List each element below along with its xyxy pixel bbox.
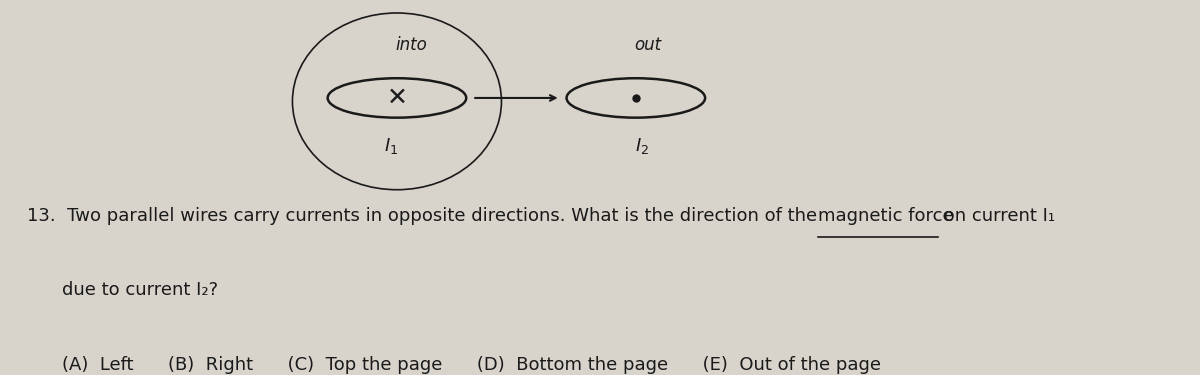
Text: due to current I₂?: due to current I₂? xyxy=(62,282,218,300)
Text: $I_2$: $I_2$ xyxy=(635,136,649,156)
Text: 13.  Two parallel wires carry currents in opposite directions. What is the direc: 13. Two parallel wires carry currents in… xyxy=(26,207,822,225)
Text: out: out xyxy=(635,36,661,54)
Text: magnetic force: magnetic force xyxy=(818,207,954,225)
Text: $I_1$: $I_1$ xyxy=(384,136,398,156)
Text: into: into xyxy=(396,36,427,54)
Text: ✕: ✕ xyxy=(386,86,408,110)
Text: on current I₁: on current I₁ xyxy=(938,207,1055,225)
Text: (A)  Left      (B)  Right      (C)  Top the page      (D)  Bottom the page      : (A) Left (B) Right (C) Top the page (D) … xyxy=(62,356,882,374)
